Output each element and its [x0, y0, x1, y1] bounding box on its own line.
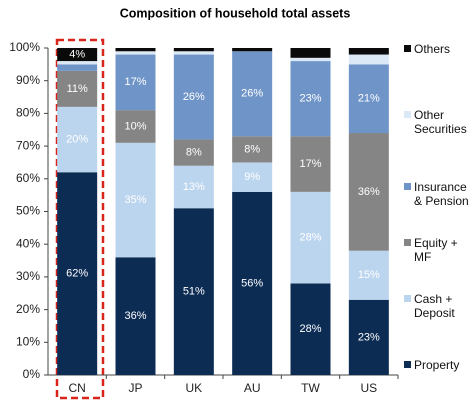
bar-segment [115, 110, 156, 143]
bar-segment [57, 106, 98, 173]
data-label: 17% [124, 76, 146, 88]
bar-segment [115, 51, 156, 55]
legend-item: Others [404, 42, 473, 56]
data-label: 56% [241, 277, 263, 289]
legend-item: Other Securities [404, 108, 473, 136]
y-tick-label: 40% [16, 236, 40, 250]
bar-segment [173, 48, 214, 52]
bar-segment [232, 191, 273, 375]
data-label: 36% [358, 186, 380, 198]
bar-segment [232, 162, 273, 192]
legend-swatch [404, 183, 411, 190]
bar-segment [57, 48, 98, 62]
data-label: 51% [183, 286, 205, 298]
legend-swatch [404, 45, 411, 52]
legend-item: Equity + MF [404, 236, 473, 264]
highlight-box [55, 38, 105, 400]
data-label: 20% [66, 133, 88, 145]
data-label: 15% [358, 269, 380, 281]
x-tick-label: JP [128, 381, 142, 395]
y-tick-label: 0% [23, 367, 41, 381]
x-tick-label: CN [68, 381, 85, 395]
bar-segment [290, 283, 331, 375]
data-label: 8% [186, 147, 202, 159]
x-tick-label: TW [301, 381, 320, 395]
y-tick-label: 70% [16, 138, 40, 152]
y-tick-label: 20% [16, 302, 40, 316]
data-label: 11% [67, 83, 88, 95]
data-label: 36% [124, 310, 146, 322]
data-label: 26% [241, 88, 263, 100]
bar-segment [57, 61, 98, 65]
data-label: 13% [183, 181, 205, 193]
legend-item: Property [404, 358, 473, 372]
chart-title: Composition of household total assets [120, 6, 351, 20]
data-label: 8% [244, 143, 260, 155]
bar-segment [232, 136, 273, 163]
bar-segment [348, 64, 389, 134]
bar-segment [290, 61, 331, 137]
bar-segment [115, 54, 156, 111]
x-tick-label: AU [244, 381, 261, 395]
data-label: 35% [124, 194, 146, 206]
bar-segment [348, 54, 389, 65]
bar-segment [57, 172, 98, 375]
data-label: 21% [358, 93, 380, 105]
bar-segment [173, 139, 214, 166]
y-tick-label: 30% [16, 269, 40, 283]
data-label: 28% [299, 232, 321, 244]
data-label: 17% [299, 158, 321, 170]
bar-segment [232, 51, 273, 137]
y-tick-label: 100% [9, 40, 40, 54]
x-tick-label: US [360, 381, 377, 395]
legend-label: Insurance & Pension [414, 180, 469, 208]
legend-label: Equity + MF [414, 236, 458, 264]
bar-segment [57, 64, 98, 71]
data-label: 28% [299, 323, 321, 335]
bar-segment [173, 165, 214, 209]
legend-label: Cash + Deposit [414, 292, 455, 320]
bar-segment [348, 250, 389, 300]
y-tick-label: 10% [16, 334, 40, 348]
legend-label: Others [414, 42, 451, 56]
bar-segment [115, 257, 156, 375]
y-tick-label: 90% [16, 73, 40, 87]
bar-segment [290, 48, 331, 58]
data-label: 26% [183, 91, 205, 103]
bar-segment [232, 48, 273, 52]
data-label: 62% [66, 268, 88, 280]
legend-label: Property [414, 358, 460, 372]
data-label: 23% [299, 93, 321, 105]
x-tick-label: UK [185, 381, 202, 395]
legend-label: Other Securities [414, 108, 467, 136]
data-label: 9% [244, 171, 260, 183]
bar-segment [173, 208, 214, 375]
bar-segment [290, 136, 331, 192]
legend-item: Insurance & Pension [404, 180, 473, 208]
y-tick-label: 50% [16, 204, 40, 218]
y-tick-label: 80% [16, 106, 40, 120]
legend-swatch [404, 361, 411, 368]
bar-segment [290, 57, 331, 62]
legend-item: Cash + Deposit [404, 292, 473, 320]
bar-segment [115, 48, 156, 52]
bar-segment [348, 133, 389, 251]
chart: Composition of household total assets 0%… [9, 6, 399, 400]
data-label: 10% [124, 120, 146, 132]
y-tick-label: 60% [16, 171, 40, 185]
bar-segment [57, 70, 98, 107]
bar-segment [348, 48, 389, 55]
legend-swatch [404, 111, 411, 118]
bar-segment [290, 191, 331, 284]
bar-segment [115, 142, 156, 258]
data-label: 23% [358, 331, 380, 343]
bar-segment [173, 51, 214, 55]
legend-swatch [404, 239, 411, 246]
legend-swatch [404, 295, 411, 302]
bar-segment [173, 54, 214, 140]
data-label: 4% [69, 48, 85, 60]
bar-segment [348, 299, 389, 375]
